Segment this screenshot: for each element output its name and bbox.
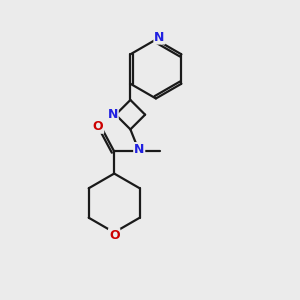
Text: O: O [93, 120, 103, 133]
Text: O: O [109, 229, 119, 242]
Text: N: N [134, 143, 144, 156]
Text: N: N [107, 108, 118, 121]
Text: N: N [154, 31, 165, 44]
